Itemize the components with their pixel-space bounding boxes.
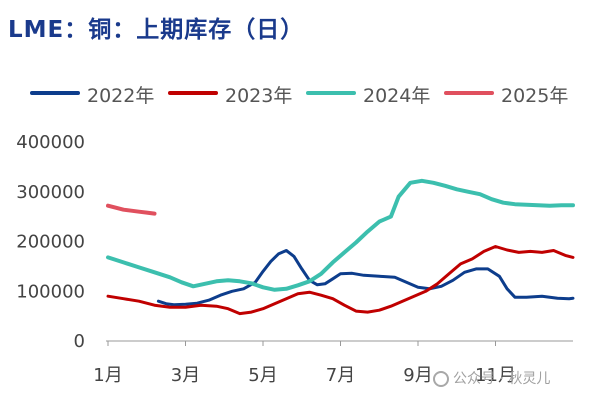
legend-label-2023: 2023年: [225, 85, 293, 107]
x-tick-label: 11月: [475, 365, 516, 386]
y-tick-label: 0: [74, 331, 85, 352]
watermark: 公众号 · 秋灵儿: [433, 368, 550, 388]
y-tick-label: 400000: [16, 132, 85, 153]
series-line-2023年: [106, 245, 575, 316]
series-line-2025年: [106, 203, 157, 216]
series-line-2024年: [106, 178, 575, 292]
legend-label-2025: 2025年: [501, 85, 569, 107]
legend-swatch-2022: [30, 91, 80, 95]
x-tick-label: 7月: [326, 365, 355, 386]
legend-label-2022: 2022年: [87, 85, 155, 107]
x-tick-label: 5月: [248, 365, 277, 386]
watermark-text: 公众号 · 秋灵儿: [453, 371, 551, 387]
y-tick-label: 100000: [16, 281, 85, 302]
legend-swatch-2023: [168, 91, 218, 95]
x-tick-label: 1月: [93, 365, 122, 386]
x-tick-label: 3月: [171, 365, 200, 386]
y-tick-label: 200000: [16, 232, 85, 253]
series-line-2022年: [156, 249, 575, 307]
wechat-icon: [433, 371, 449, 387]
legend-swatch-2025: [444, 91, 494, 95]
y-tick-label: 300000: [16, 182, 85, 203]
legend-label-2024: 2024年: [363, 85, 431, 107]
chart-title: LME：铜：上期库存（日）: [8, 17, 305, 43]
legend-swatch-2024: [306, 91, 356, 95]
x-tick-label: 9月: [403, 365, 432, 386]
